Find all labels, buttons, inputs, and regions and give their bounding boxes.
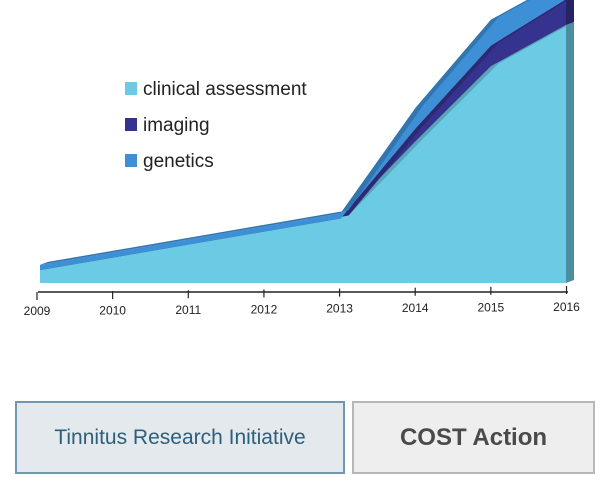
legend-label-clinical-assessment: clinical assessment bbox=[143, 79, 307, 100]
x-tick-label-2013: 2013 bbox=[326, 302, 353, 316]
tinnitus-research-initiative-label: Tinnitus Research Initiative bbox=[54, 425, 306, 449]
legend-swatch-clinical-assessment bbox=[125, 82, 137, 95]
cost-action-label: COST Action bbox=[399, 423, 548, 451]
x-axis-ticks: 2009 2010 2011 2012 2013 2014 2015 2016 bbox=[24, 286, 580, 318]
x-tick-label-2016: 2016 bbox=[553, 300, 580, 314]
area-genetics bbox=[40, 0, 565, 271]
area-clinical-assessment bbox=[40, 25, 566, 283]
x-tick-label-2011: 2011 bbox=[175, 303, 201, 317]
x-tick-label-2009: 2009 bbox=[24, 304, 51, 318]
chart-legend: clinical assessment imaging genetics bbox=[125, 79, 307, 172]
legend-label-imaging: imaging bbox=[143, 115, 210, 136]
cost-action-box: COST Action bbox=[352, 401, 595, 474]
area-side-imaging bbox=[566, 0, 574, 25]
x-tick-label-2015: 2015 bbox=[478, 301, 505, 315]
x-tick-label-2012: 2012 bbox=[251, 302, 278, 316]
legend-swatch-imaging bbox=[125, 118, 137, 131]
tinnitus-research-initiative-box: Tinnitus Research Initiative bbox=[15, 401, 345, 474]
x-tick-label-2014: 2014 bbox=[402, 301, 429, 315]
legend-swatch-genetics bbox=[125, 154, 137, 167]
legend-label-genetics: genetics bbox=[143, 151, 214, 172]
chart-areas bbox=[40, 0, 574, 283]
stacked-area-chart: 2009 2010 2011 2012 2013 2014 2015 2016 clinica… bbox=[24, 0, 580, 318]
x-tick-label-2010: 2010 bbox=[99, 303, 126, 317]
area-side-clinical-assessment bbox=[566, 22, 574, 283]
